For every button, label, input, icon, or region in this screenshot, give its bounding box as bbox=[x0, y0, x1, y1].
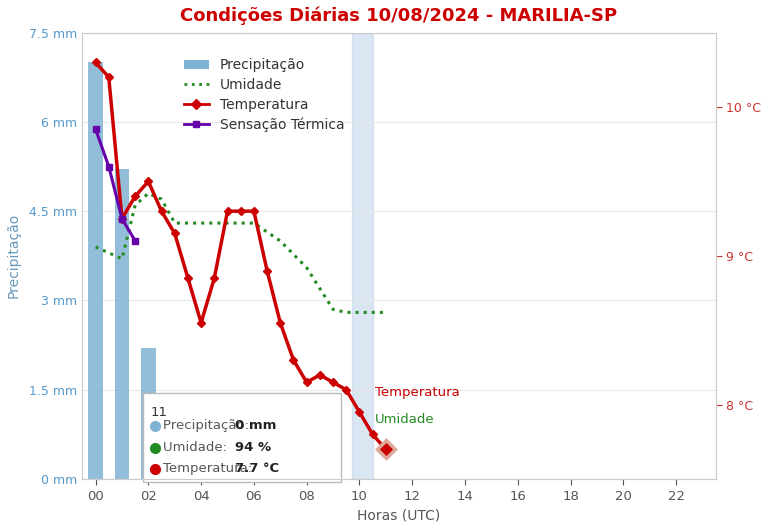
Text: Precipitação:: Precipitação: bbox=[163, 419, 253, 432]
X-axis label: Horas (UTC): Horas (UTC) bbox=[357, 508, 441, 522]
Text: Temperatura:: Temperatura: bbox=[163, 462, 257, 476]
Text: 0 mm: 0 mm bbox=[236, 419, 276, 432]
Bar bbox=[141, 348, 156, 479]
Bar bbox=[352, 33, 372, 479]
Text: 7.7 °C: 7.7 °C bbox=[236, 462, 280, 476]
Bar bbox=[88, 62, 103, 479]
Text: 11: 11 bbox=[151, 406, 168, 419]
Bar bbox=[114, 169, 129, 479]
Text: Umidade:: Umidade: bbox=[163, 441, 231, 454]
Legend: Precipitação, Umidade, Temperatura, Sensação Térmica: Precipitação, Umidade, Temperatura, Sens… bbox=[178, 53, 350, 137]
Text: 94 %: 94 % bbox=[236, 441, 272, 454]
FancyBboxPatch shape bbox=[143, 393, 341, 482]
Text: Temperatura: Temperatura bbox=[376, 386, 460, 399]
Y-axis label: Precipitação: Precipitação bbox=[7, 213, 21, 298]
Title: Condições Diárias 10/08/2024 - MARILIA-SP: Condições Diárias 10/08/2024 - MARILIA-S… bbox=[180, 7, 617, 25]
Text: Umidade: Umidade bbox=[376, 413, 435, 425]
